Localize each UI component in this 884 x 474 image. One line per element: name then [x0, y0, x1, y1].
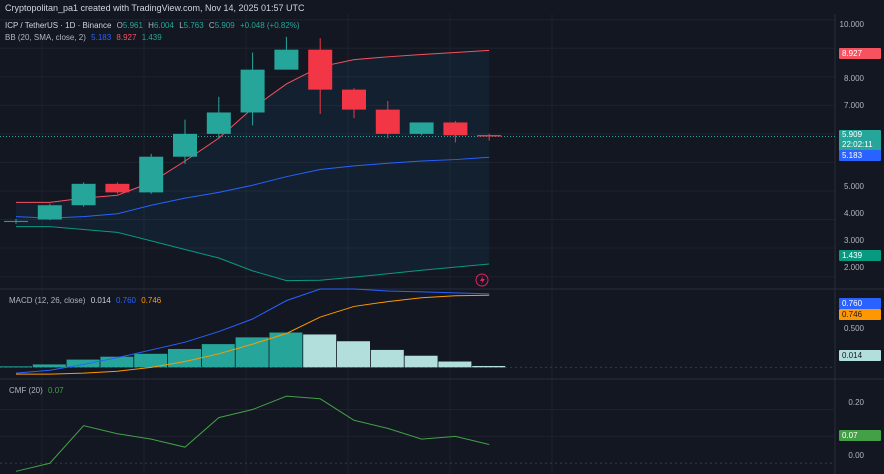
- price-legend: ICP / TetherUS · 1D · Binance O5.961 H6.…: [5, 21, 303, 30]
- macd-histogram-bar[interactable]: [337, 341, 370, 368]
- macd-label: MACD (12, 26, close): [9, 296, 86, 305]
- low-label: L: [179, 21, 184, 30]
- high-value: 6.004: [153, 21, 174, 30]
- candle-body[interactable]: [375, 109, 400, 134]
- cmf-legend: CMF (20) 0.07: [9, 386, 67, 395]
- macd-line: [15, 288, 490, 374]
- symbol-name: ICP / TetherUS · 1D · Binance: [5, 21, 112, 30]
- candle-body[interactable]: [139, 156, 164, 193]
- candle-body[interactable]: [206, 112, 231, 134]
- bb-upper-tag: 8.927: [839, 48, 881, 59]
- lightning-alert-icon[interactable]: [475, 273, 489, 287]
- high-label: H: [148, 21, 154, 30]
- macd-hist-value: 0.014: [90, 296, 111, 305]
- candle-body[interactable]: [173, 133, 197, 157]
- macd-histogram-bar[interactable]: [438, 361, 472, 368]
- cmf-tick: 0.20: [848, 398, 864, 407]
- cmf-label: CMF (20): [9, 386, 43, 395]
- cmf-value: 0.07: [48, 386, 64, 395]
- price-tick: 8.000: [843, 74, 864, 83]
- cmf-tag: 0.07: [839, 430, 881, 441]
- candle-body[interactable]: [409, 122, 434, 134]
- macd-histogram-bar[interactable]: [32, 364, 66, 368]
- macd-line-value: 0.760: [115, 296, 136, 305]
- macd-histogram-bar[interactable]: [303, 334, 337, 368]
- candle-body[interactable]: [71, 183, 96, 206]
- bb-band-fill: [16, 50, 490, 281]
- macd-histogram-bar[interactable]: [370, 349, 404, 368]
- price-tick: 4.000: [843, 209, 864, 218]
- candle-body[interactable]: [37, 205, 62, 220]
- cmf-tick: 0.00: [848, 451, 864, 460]
- macd-histogram-bar[interactable]: [0, 366, 32, 368]
- candle-body[interactable]: [240, 69, 265, 113]
- price-tick: 10.000: [839, 20, 864, 29]
- close-value: 5.909: [214, 21, 235, 30]
- change-value: +0.048 (+0.82%): [239, 21, 300, 30]
- cmf-line: [15, 395, 490, 472]
- bb-lower-tag: 1.439: [839, 250, 881, 261]
- macd-hist-tag: 0.014: [839, 350, 881, 361]
- close-label: C: [208, 21, 215, 30]
- price-tick: 2.000: [843, 263, 864, 272]
- countdown-value: 22:02:11: [842, 140, 873, 149]
- chart-credit: Cryptopolitan_pa1 created with TradingVi…: [5, 3, 305, 13]
- macd-histogram-bar[interactable]: [404, 355, 438, 368]
- macd-histogram-bar[interactable]: [235, 337, 269, 368]
- macd-tick: 0.500: [843, 324, 864, 333]
- price-tick: 7.000: [843, 101, 864, 110]
- macd-histogram-bar[interactable]: [168, 348, 201, 368]
- candle-body[interactable]: [4, 220, 28, 222]
- bb-upper-value: 8.927: [116, 33, 137, 42]
- macd-histogram-bar[interactable]: [472, 365, 506, 368]
- bb-label: BB (20, SMA, close, 2): [5, 33, 86, 42]
- bb-basis-value: 5.183: [91, 33, 112, 42]
- macd-legend: MACD (12, 26, close) 0.014 0.760 0.746: [9, 296, 164, 305]
- candle-body[interactable]: [308, 49, 333, 90]
- price-tag-value: 5.909: [842, 130, 863, 139]
- low-value: 5.763: [183, 21, 204, 30]
- macd-histogram-bar[interactable]: [100, 356, 134, 368]
- lightning-glyph: [480, 276, 485, 285]
- bb-basis-tag: 5.183: [839, 150, 881, 161]
- macd-histogram-bar[interactable]: [134, 353, 168, 368]
- macd-signal-line: [16, 294, 490, 375]
- bb-basis-line: [15, 156, 490, 219]
- macd-signal-tag: 0.746: [839, 309, 881, 320]
- price-tag: 5.909 22:02:11: [839, 130, 881, 151]
- macd-histogram-bar[interactable]: [269, 332, 303, 368]
- open-value: 5.961: [122, 21, 143, 30]
- bb-legend: BB (20, SMA, close, 2) 5.183 8.927 1.439: [5, 33, 165, 42]
- bb-lower-line: [16, 226, 490, 282]
- macd-signal-value: 0.746: [141, 296, 162, 305]
- price-tick: 5.000: [843, 182, 864, 191]
- candle-body[interactable]: [105, 183, 130, 193]
- macd-histogram-bar[interactable]: [201, 344, 235, 368]
- candle-body[interactable]: [342, 89, 366, 110]
- candle-body[interactable]: [443, 122, 468, 136]
- candle-body[interactable]: [477, 134, 502, 137]
- macd-line-tag: 0.760: [839, 298, 881, 309]
- macd-histogram-bar[interactable]: [66, 359, 100, 368]
- bb-lower-value: 1.439: [141, 33, 162, 42]
- open-label: O: [116, 21, 123, 30]
- price-tick: 3.000: [843, 236, 864, 245]
- candle-body[interactable]: [274, 49, 299, 70]
